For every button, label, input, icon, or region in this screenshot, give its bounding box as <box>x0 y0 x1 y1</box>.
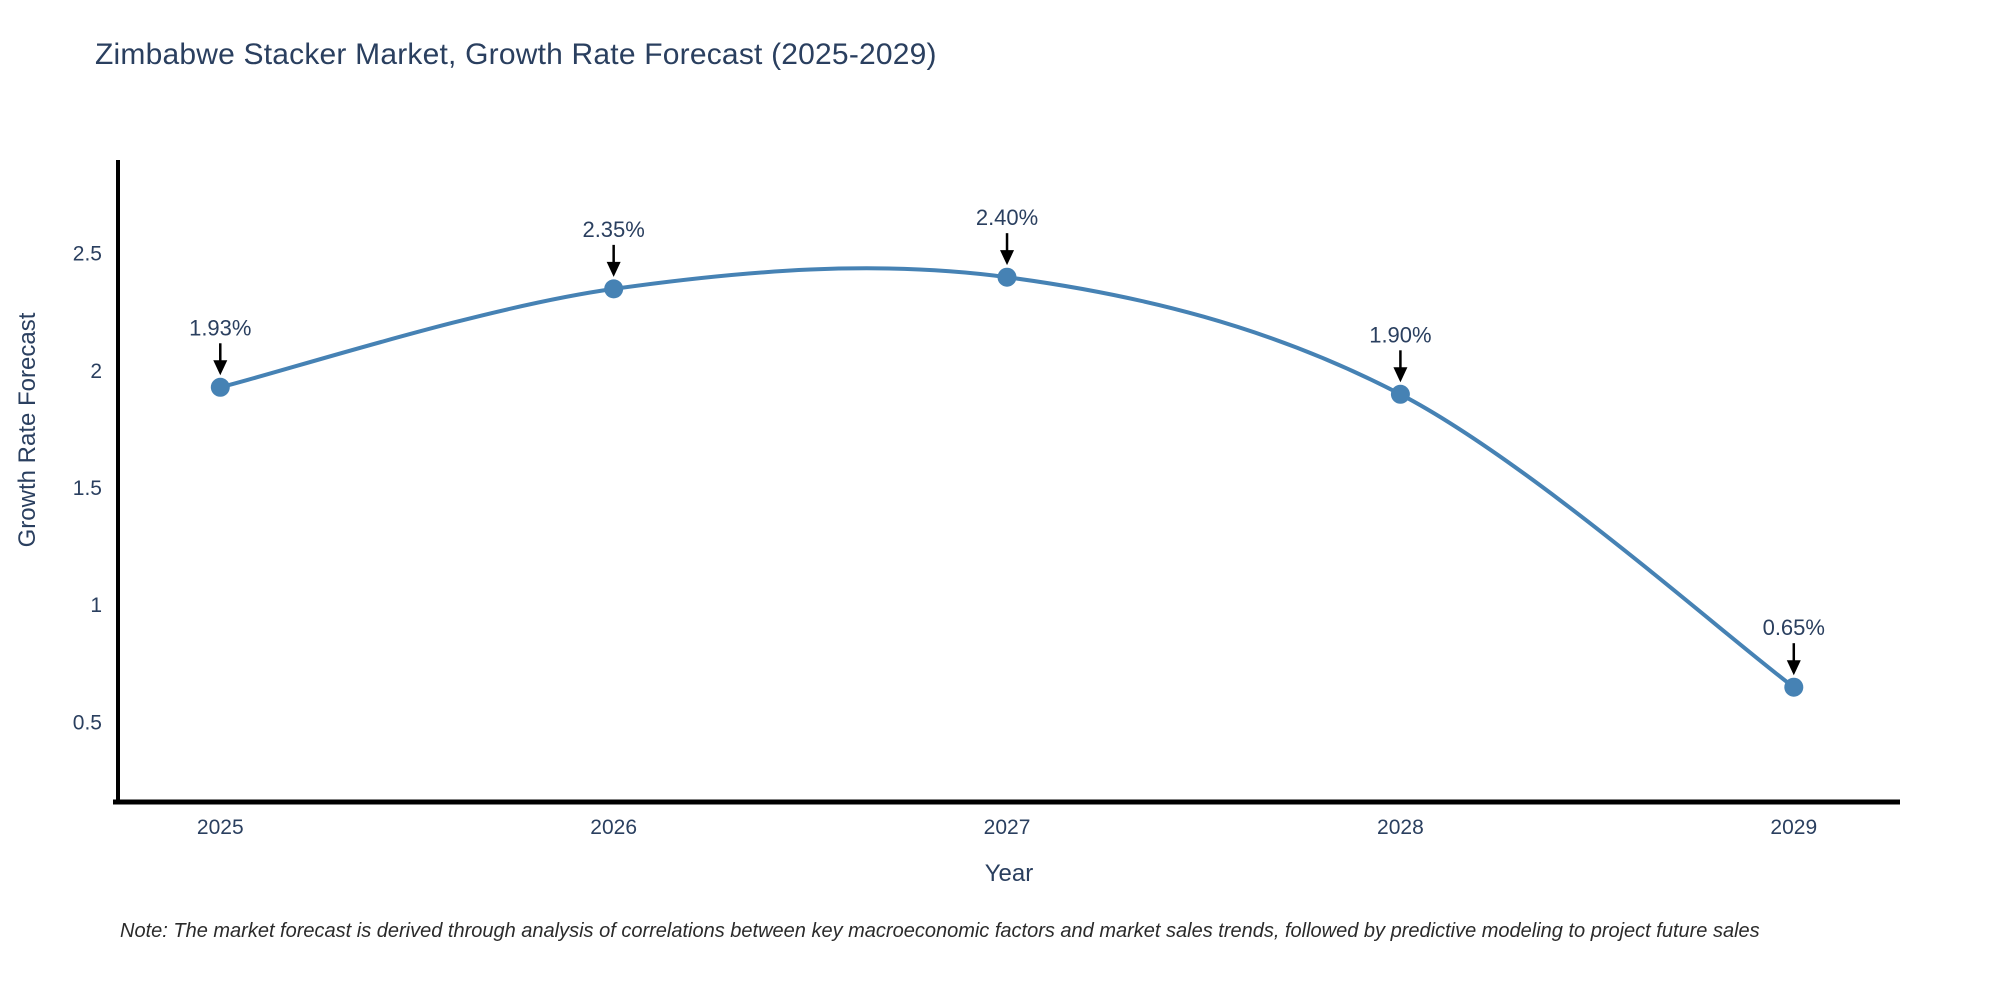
chart-title: Zimbabwe Stacker Market, Growth Rate For… <box>95 38 937 71</box>
data-point-marker <box>997 267 1017 287</box>
y-tick-label: 2 <box>90 360 102 383</box>
x-tick-label: 2025 <box>197 816 244 839</box>
data-point-marker <box>1390 384 1410 404</box>
annotation-label: 2.35% <box>582 217 644 242</box>
x-tick-label: 2028 <box>1377 816 1424 839</box>
annotation-label: 1.90% <box>1369 322 1431 347</box>
y-tick-label: 1 <box>90 594 102 617</box>
annotation-label: 0.65% <box>1763 615 1825 640</box>
forecast-line <box>218 266 1796 690</box>
annotation-arrowhead <box>213 360 228 376</box>
x-axis-title: Year <box>984 860 1034 887</box>
data-point-marker <box>210 377 230 397</box>
annotation-arrowhead <box>1393 367 1408 383</box>
annotation-arrowhead <box>606 261 621 277</box>
y-tick-label: 0.5 <box>73 711 102 734</box>
x-tick-label: 2027 <box>984 816 1031 839</box>
annotation-arrowhead <box>1786 660 1801 676</box>
x-tick-label: 2026 <box>590 816 637 839</box>
y-tick-label: 1.5 <box>73 477 102 500</box>
data-point-marker <box>1784 677 1804 697</box>
x-tick-label: 2029 <box>1770 816 1817 839</box>
data-point-marker <box>604 279 624 299</box>
annotation-label: 1.93% <box>189 315 251 340</box>
footnote: Note: The market forecast is derived thr… <box>120 920 1760 942</box>
annotation-arrowhead <box>1000 250 1015 266</box>
y-axis-title: Growth Rate Forecast <box>14 312 41 548</box>
y-tick-label: 2.5 <box>73 243 102 266</box>
annotation-label: 2.40% <box>976 205 1038 230</box>
